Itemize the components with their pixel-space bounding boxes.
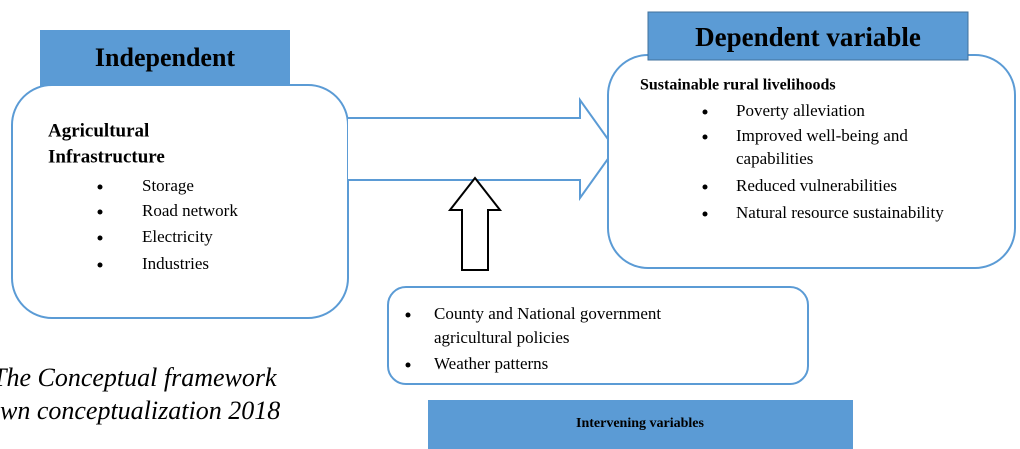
item: Improved well-being and [736, 126, 908, 145]
bullet [97, 209, 103, 215]
bullet [97, 235, 103, 241]
item: Road network [142, 201, 238, 220]
caption: The Conceptual framework [0, 363, 277, 392]
item: Reduced vulnerabilities [736, 176, 897, 195]
item: Electricity [142, 227, 213, 246]
bullet [97, 262, 103, 268]
item: Storage [142, 176, 194, 195]
bullet [405, 312, 411, 318]
item: Natural resource sustainability [736, 203, 944, 222]
intervening-header-box [428, 400, 853, 449]
dependent-title: Sustainable rural livelihoods [640, 77, 836, 94]
bullet [702, 184, 708, 190]
independent-header-box [40, 30, 290, 88]
arrow-up [447, 176, 503, 271]
dependent-heading: Dependent variable [695, 22, 921, 52]
item: Poverty alleviation [736, 101, 865, 120]
independent-heading: Independent [95, 43, 235, 72]
item: Weather patterns [434, 354, 548, 373]
item: Industries [142, 254, 209, 273]
independent-title: Agricultural [48, 120, 149, 141]
bullet [97, 184, 103, 190]
bullet [702, 211, 708, 217]
item: capabilities [736, 149, 813, 168]
bullet [405, 362, 411, 368]
intervening-box [387, 286, 809, 385]
intervening-heading: Intervening variables [576, 416, 704, 431]
bullet [702, 109, 708, 115]
independent-title: Infrastructure [48, 146, 165, 167]
item: County and National government [434, 304, 661, 323]
item: agricultural policies [434, 328, 569, 347]
bullet [702, 134, 708, 140]
independent-box [11, 84, 349, 319]
dependent-header-box [647, 11, 969, 61]
caption: wn conceptualization 2018 [0, 396, 280, 425]
arrow-right [348, 96, 617, 202]
